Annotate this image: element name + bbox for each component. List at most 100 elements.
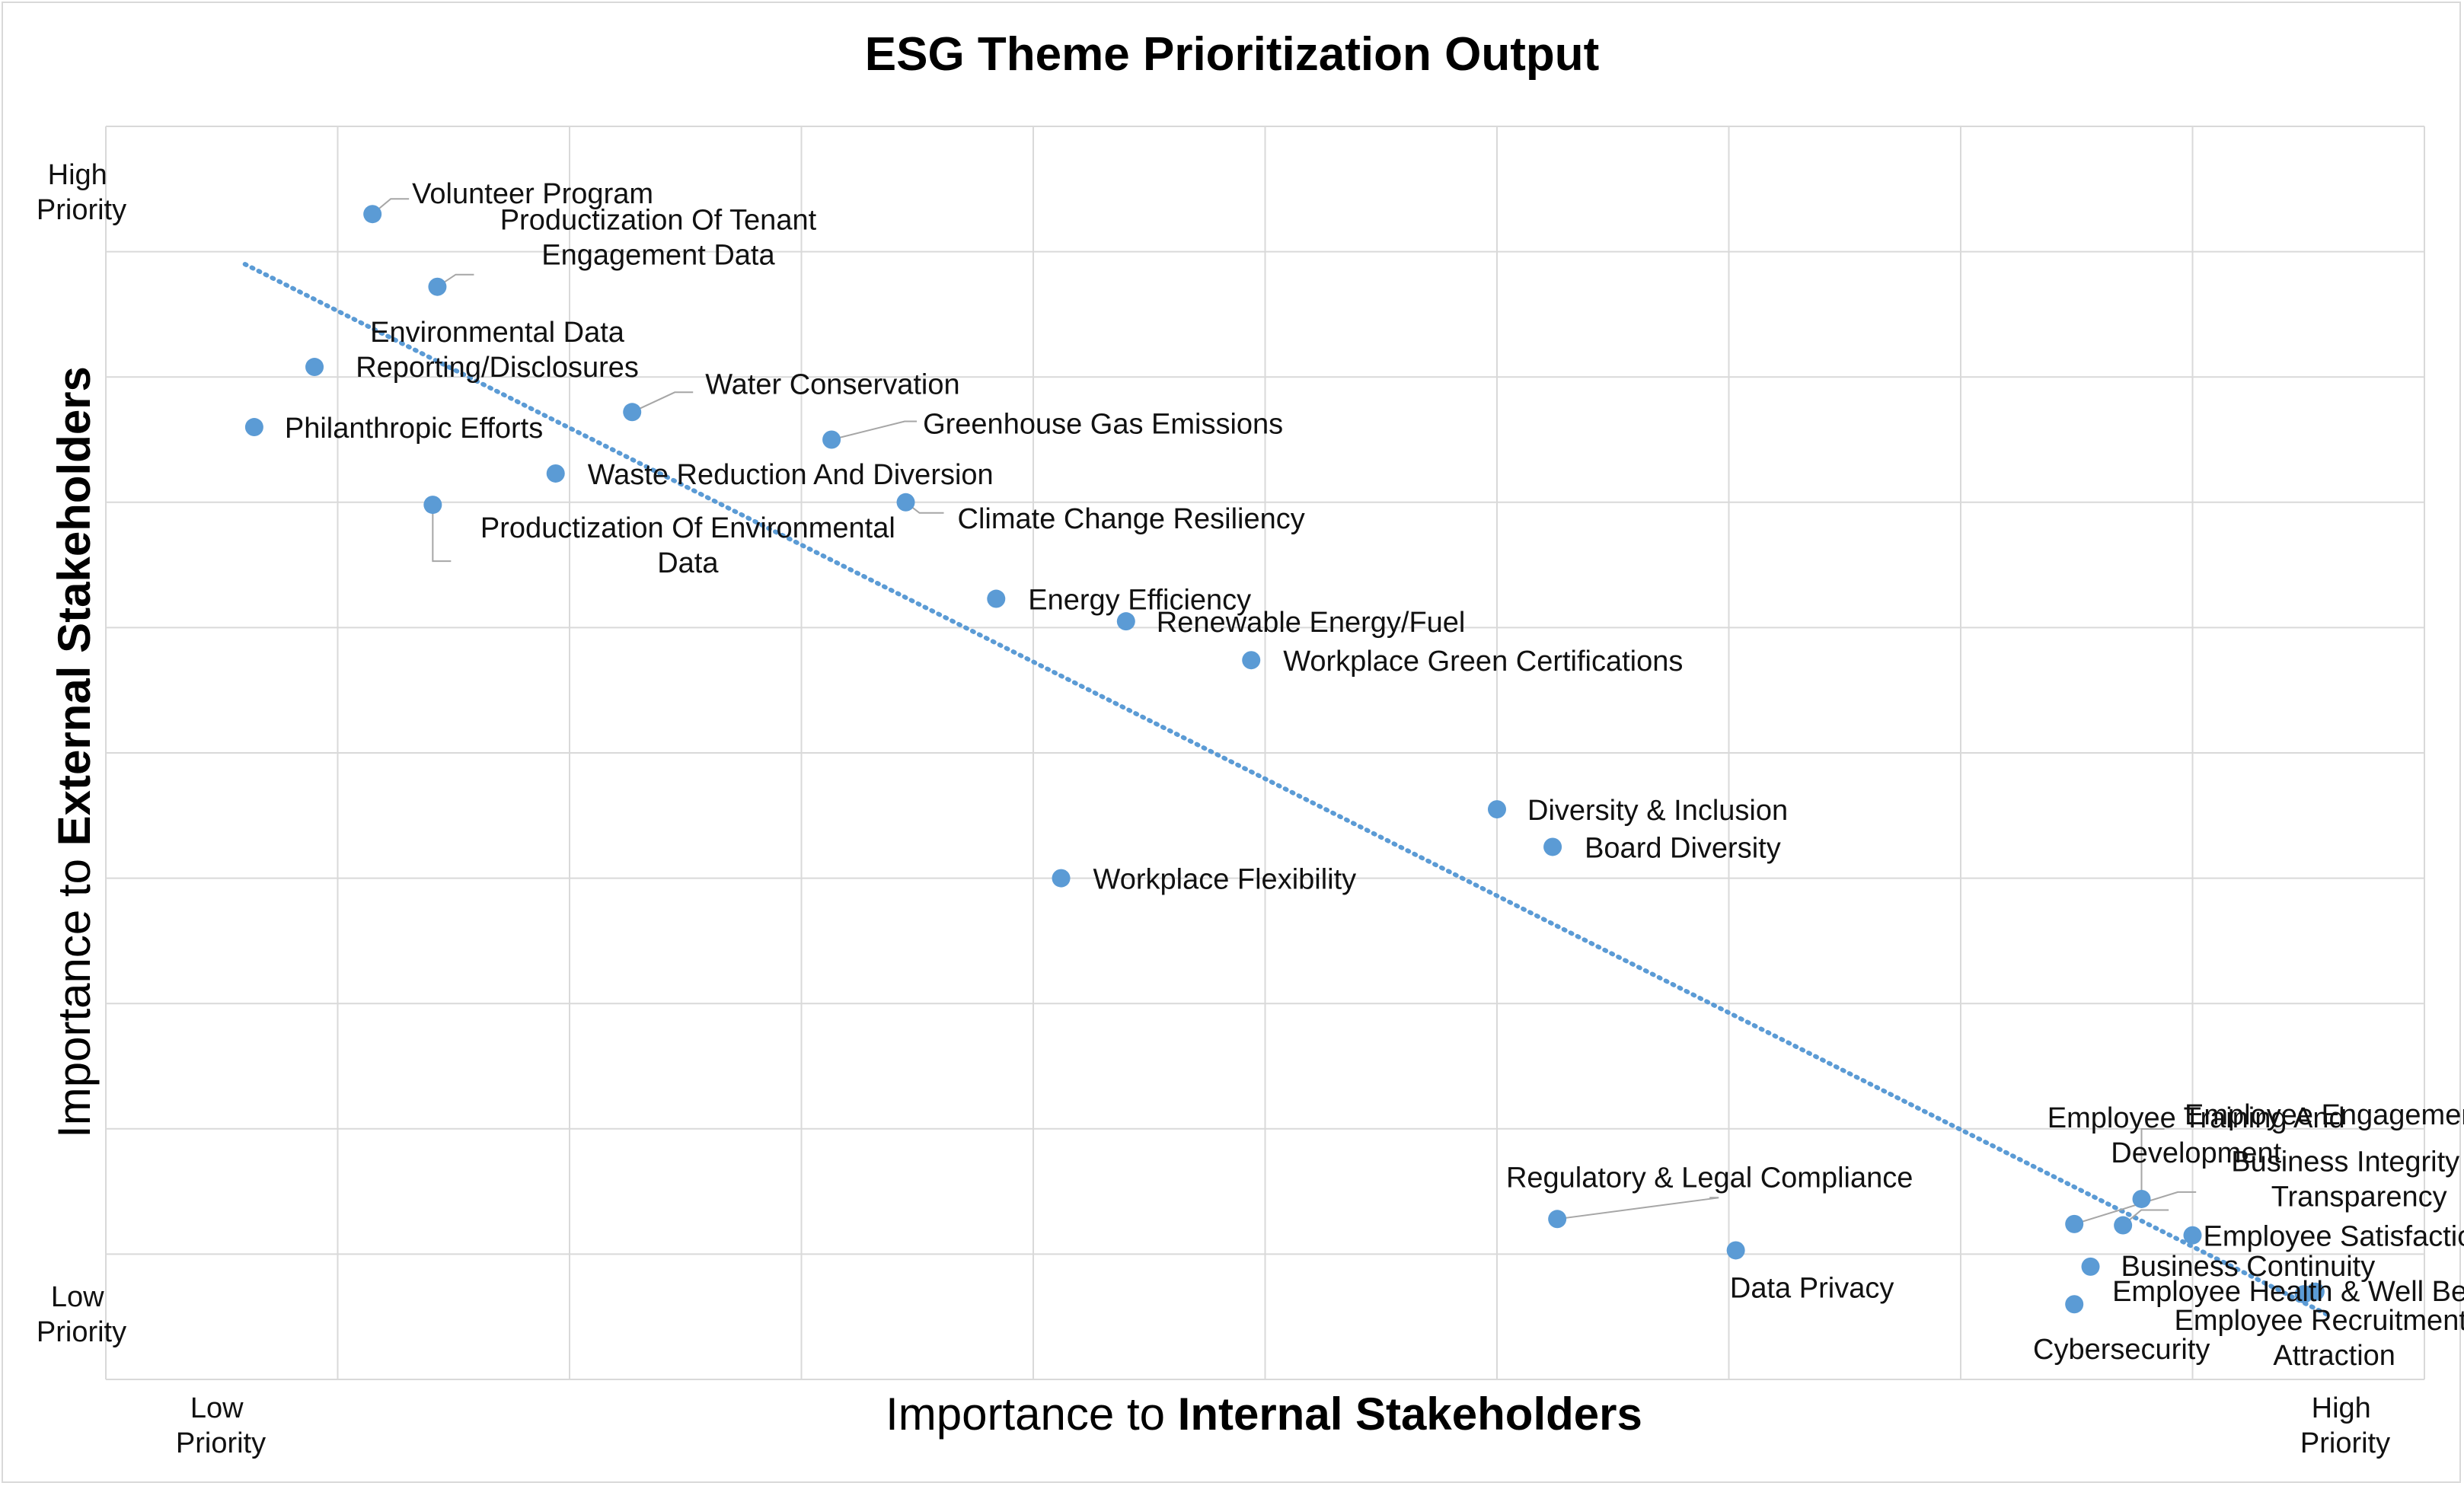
data-point-11 <box>1242 651 1261 670</box>
point-label-20-line-0: Employee Satisfaction <box>2204 1221 2464 1253</box>
point-label-8-line-0: Climate Change Resiliency <box>958 503 1305 535</box>
data-point-23 <box>2065 1295 2084 1314</box>
y-tick-low: Low Priority <box>37 1281 126 1348</box>
point-label-20: Employee Satisfaction <box>2204 1221 2464 1253</box>
point-label-6: Waste Reduction And Diversion <box>588 459 994 491</box>
data-point-16 <box>1726 1241 1745 1260</box>
point-label-13: Board Diversity <box>1585 832 1781 864</box>
y-tick-high: High Priority <box>37 159 126 226</box>
data-point-0 <box>363 205 382 224</box>
point-label-22: Employee Health & Well Being <box>2112 1276 2464 1308</box>
x-tick-low-line1: Low <box>190 1392 244 1424</box>
y-axis-title-prefix: Importance to <box>49 846 100 1138</box>
point-label-9: Energy Efficiency <box>1028 585 1251 617</box>
point-label-7-line-1: Data <box>657 547 719 579</box>
x-tick-low: Low Priority <box>176 1392 266 1459</box>
point-label-11-line-0: Workplace Green Certifications <box>1283 646 1683 678</box>
point-label-24: Employee Recruitment & Attraction <box>2175 1305 2464 1372</box>
point-label-14: Workplace Flexibility <box>1093 864 1357 896</box>
chart-title: ESG Theme Prioritization Output <box>865 28 1599 81</box>
point-label-13-line-0: Board Diversity <box>1585 832 1781 864</box>
point-label-23-line-0: Cybersecurity <box>2033 1334 2210 1366</box>
leader-line-15 <box>1557 1197 1719 1220</box>
data-point-19 <box>2114 1216 2133 1235</box>
point-label-0-line-0: Volunteer Program <box>412 178 653 210</box>
point-label-22-line-0: Employee Health & Well Being <box>2112 1276 2464 1308</box>
point-label-1: Productization Of Tenant Engagement Data <box>500 205 817 272</box>
point-label-16-line-0: Data Privacy <box>1730 1272 1894 1304</box>
data-point-21 <box>2081 1257 2100 1276</box>
data-point-1 <box>428 277 447 296</box>
point-label-17-line-0: Employee Engagement <box>2185 1099 2464 1131</box>
data-point-2 <box>305 358 324 377</box>
data-point-7 <box>423 496 442 515</box>
x-tick-high-line1: High <box>2312 1392 2371 1424</box>
leader-line-4 <box>631 391 694 413</box>
leader-line-18 <box>2073 1191 2197 1225</box>
data-point-17 <box>2132 1189 2151 1208</box>
leader-line-17 <box>2140 1127 2165 1199</box>
data-point-10 <box>1116 612 1135 631</box>
x-axis-title: Importance to Internal Stakeholders <box>886 1389 1642 1440</box>
point-label-18-line-1: Development <box>2111 1137 2281 1169</box>
data-point-20 <box>2183 1226 2202 1245</box>
point-label-18: Employee Training And Development <box>2047 1102 2345 1169</box>
y-tick-high-line1: High <box>48 159 107 191</box>
point-label-5: Greenhouse Gas Emissions <box>923 409 1283 441</box>
point-label-19-line-1: Transparency <box>2271 1181 2447 1213</box>
point-label-9-line-0: Energy Efficiency <box>1028 585 1251 617</box>
data-point-12 <box>1488 800 1506 819</box>
point-label-7-line-0: Productization Of Environmental <box>480 512 895 544</box>
grid-layer <box>105 126 2425 1380</box>
point-label-18-line-0: Employee Training And <box>2047 1102 2345 1134</box>
point-label-4-line-0: Water Conservation <box>705 368 959 400</box>
point-label-11: Workplace Green Certifications <box>1283 646 1683 678</box>
data-point-9 <box>987 589 1006 608</box>
data-point-3 <box>244 418 263 437</box>
x-tick-high-line2: Priority <box>2300 1427 2390 1459</box>
point-label-1-line-1: Engagement Data <box>541 240 775 272</box>
point-label-17: Employee Engagement <box>2185 1099 2464 1131</box>
data-points <box>244 205 2325 1314</box>
point-label-15: Regulatory & Legal Compliance <box>1506 1162 1913 1194</box>
y-tick-high-line2: Priority <box>37 194 126 226</box>
point-label-1-line-0: Productization Of Tenant <box>500 205 817 237</box>
point-label-24-line-1: Attraction <box>2273 1340 2395 1372</box>
point-label-21-line-0: Business Continuity <box>2121 1251 2376 1283</box>
data-point-24 <box>2294 1285 2313 1304</box>
y-axis-title: Importance to External Stakeholders <box>49 366 100 1138</box>
data-point-18 <box>2065 1214 2084 1233</box>
point-label-3: Philanthropic Efforts <box>285 413 543 445</box>
point-label-4: Water Conservation <box>705 368 959 400</box>
point-label-24-line-0: Employee Recruitment & <box>2175 1305 2464 1337</box>
point-label-2-line-0: Environmental Data <box>370 317 625 349</box>
data-point-15 <box>1548 1210 1567 1229</box>
point-label-21: Business Continuity <box>2121 1251 2376 1283</box>
data-point-4 <box>623 403 642 422</box>
point-label-8: Climate Change Resiliency <box>958 503 1305 535</box>
point-label-12: Diversity & Inclusion <box>1527 795 1788 827</box>
point-label-6-line-0: Waste Reduction And Diversion <box>588 459 994 491</box>
point-label-7: Productization Of Environmental Data <box>480 512 895 579</box>
data-point-8 <box>896 493 915 512</box>
point-label-15-line-0: Regulatory & Legal Compliance <box>1506 1162 1913 1194</box>
data-point-6 <box>546 464 565 483</box>
data-point-13 <box>1543 837 1562 856</box>
point-label-14-line-0: Workplace Flexibility <box>1093 864 1357 896</box>
point-label-19-line-0: Business Integrity & <box>2231 1146 2464 1178</box>
point-label-2: Environmental Data Reporting/Disclosures <box>356 317 639 384</box>
point-label-23: Cybersecurity <box>2033 1334 2210 1366</box>
y-axis-title-bold: External Stakeholders <box>49 366 100 846</box>
x-axis-title-prefix: Importance to <box>886 1389 1178 1440</box>
x-tick-low-line2: Priority <box>176 1427 266 1459</box>
point-label-10: Renewable Energy/Fuel <box>1157 607 1466 639</box>
data-point-14 <box>1052 869 1071 888</box>
point-label-10-line-0: Renewable Energy/Fuel <box>1157 607 1466 639</box>
point-label-2-line-1: Reporting/Disclosures <box>356 352 639 384</box>
point-label-12-line-0: Diversity & Inclusion <box>1527 795 1788 827</box>
leader-line-7 <box>432 505 452 563</box>
x-axis-title-bold: Internal Stakeholders <box>1178 1389 1642 1440</box>
point-label-3-line-0: Philanthropic Efforts <box>285 413 543 445</box>
